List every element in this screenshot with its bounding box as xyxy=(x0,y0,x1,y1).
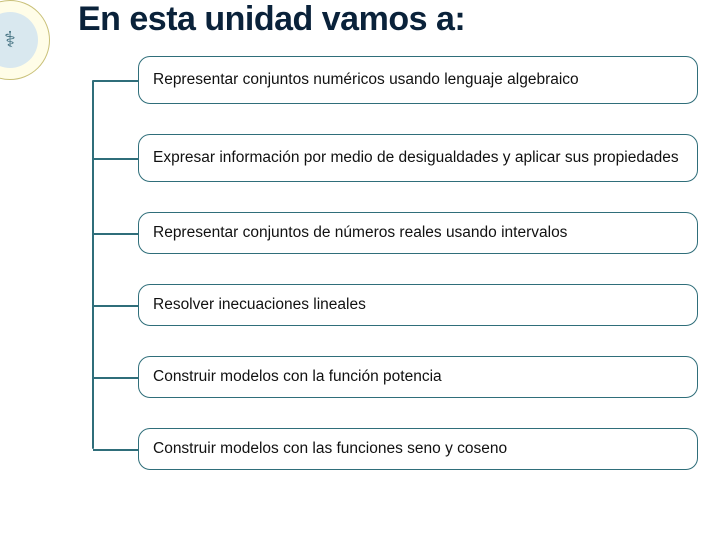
tree-branch xyxy=(93,377,138,379)
objective-row: Resolver inecuaciones lineales xyxy=(78,284,698,326)
page-title: En esta unidad vamos a: xyxy=(78,0,465,39)
tree-branch xyxy=(93,449,138,451)
logo-outer-ring: ⚕ xyxy=(0,0,50,80)
tree-branch xyxy=(93,80,138,82)
objective-row: Representar conjuntos de números reales … xyxy=(78,212,698,254)
objectives-tree: Representar conjuntos numéricos usando l… xyxy=(78,56,698,500)
objective-box: Representar conjuntos de números reales … xyxy=(138,212,698,254)
objective-box: Resolver inecuaciones lineales xyxy=(138,284,698,326)
objective-text: Expresar información por medio de desigu… xyxy=(153,148,683,168)
objective-text: Resolver inecuaciones lineales xyxy=(153,295,366,315)
objective-row: Construir modelos con las funciones seno… xyxy=(78,428,698,470)
objective-box: Construir modelos con las funciones seno… xyxy=(138,428,698,470)
tree-branch xyxy=(93,233,138,235)
objective-box: Construir modelos con la función potenci… xyxy=(138,356,698,398)
logo-inner-circle: ⚕ xyxy=(0,12,38,68)
objective-row: Construir modelos con la función potenci… xyxy=(78,356,698,398)
logo: ⚕ xyxy=(0,0,50,80)
objective-text: Construir modelos con las funciones seno… xyxy=(153,439,507,459)
tree-branch xyxy=(93,158,138,160)
objective-text: Representar conjuntos de números reales … xyxy=(153,223,567,243)
objective-box: Expresar información por medio de desigu… xyxy=(138,134,698,182)
objective-box: Representar conjuntos numéricos usando l… xyxy=(138,56,698,104)
objective-row: Representar conjuntos numéricos usando l… xyxy=(78,56,698,104)
objective-text: Representar conjuntos numéricos usando l… xyxy=(153,70,683,90)
caduceus-icon: ⚕ xyxy=(4,27,16,53)
objective-text: Construir modelos con la función potenci… xyxy=(153,367,442,387)
slide: ⚕ En esta unidad vamos a: Representar co… xyxy=(0,0,720,540)
objective-row: Expresar información por medio de desigu… xyxy=(78,134,698,182)
tree-branch xyxy=(93,305,138,307)
